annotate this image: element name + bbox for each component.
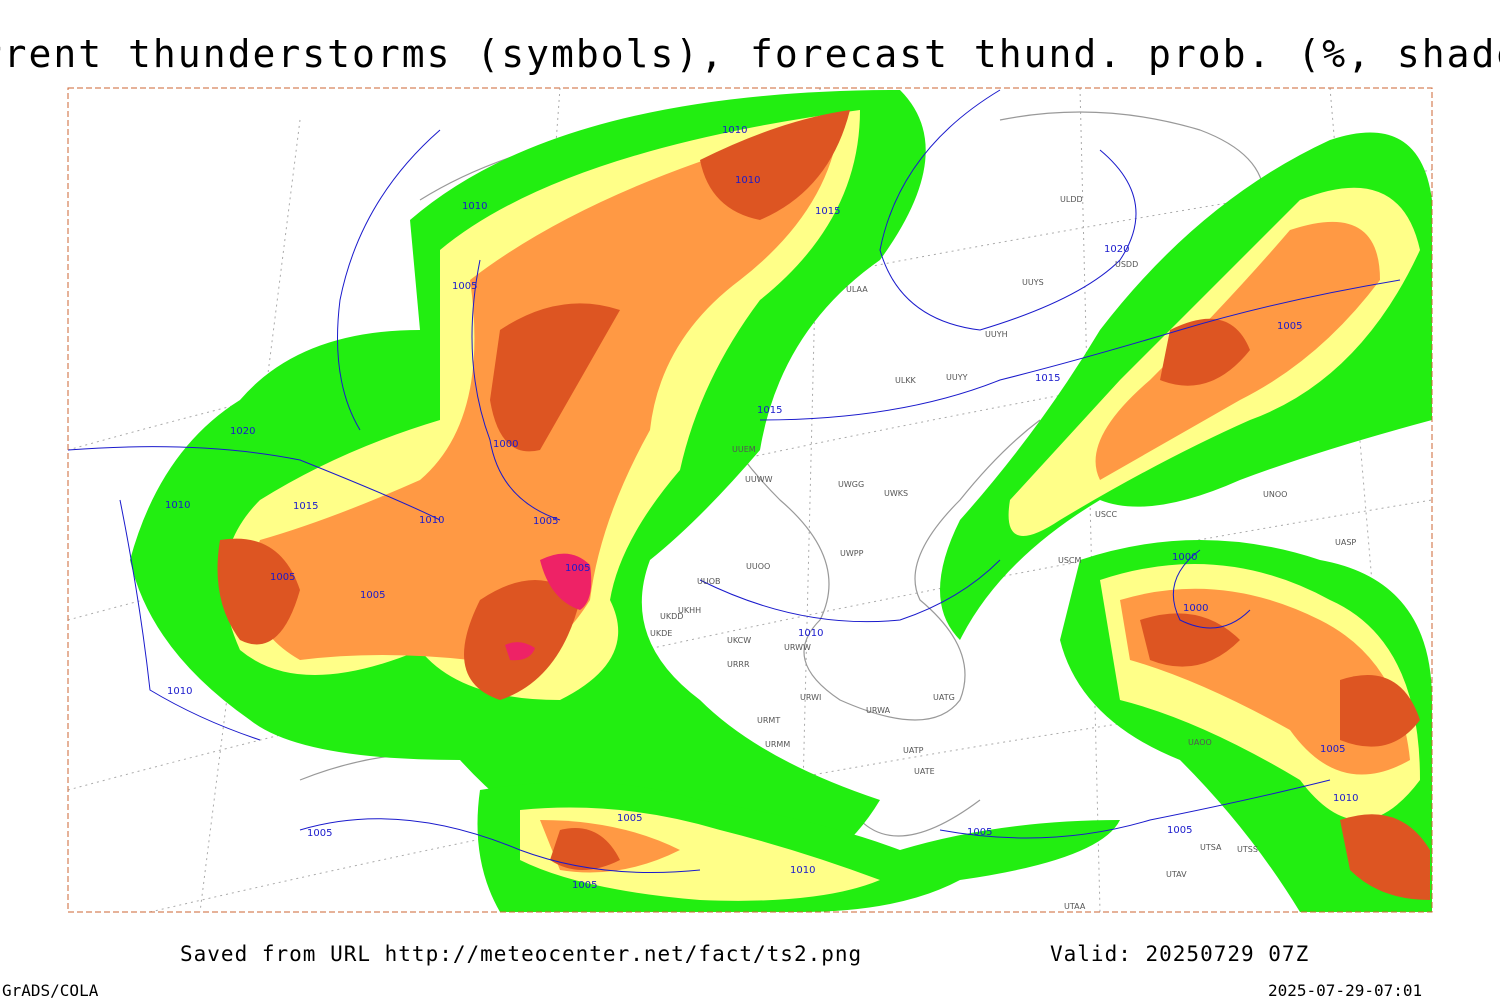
isobar-label: 1010 [167,686,192,697]
station-label: UKDE [650,629,672,638]
station-labels: ULDD UUYS USDD ULAA UUYH ULKK UUYY UUEM UUWW UWGG… [650,195,1356,911]
isobar-label: 1010 [419,515,444,526]
station-label: UWKS [884,489,908,498]
station-label: URRR [727,660,750,669]
isobar-label: 1000 [1172,552,1197,563]
station-label: URMM [765,740,790,749]
title: Current thunderstorms (symbols), forecas… [0,32,1500,76]
station-label: UAOO [1188,738,1212,747]
isobar-label: 1005 [270,572,295,583]
isobar-label: 1005 [307,828,332,839]
isobar-label: 1010 [1333,793,1358,804]
probability-shading [130,90,1432,912]
isobar-label: 1005 [1167,825,1192,836]
isobar-label: 1020 [1104,244,1129,255]
station-label: UUEM [732,445,756,454]
isobar-label: 1005 [1277,321,1302,332]
isobar-label: 1015 [293,501,318,512]
station-label: USCM [1058,556,1082,565]
station-label: URMT [757,716,780,725]
station-label: UWPP [840,549,864,558]
isobar-label: 1005 [360,590,385,601]
isobar-labels: 1010 1010 1010 1015 1005 1020 1000 1005 1005 1010… [165,125,1358,891]
isobar-label: 1010 [722,125,747,136]
isobar-label: 1005 [452,281,477,292]
station-label: ULAA [846,285,868,294]
isobar-label: 1005 [572,880,597,891]
station-label: UNOO [1263,490,1287,499]
isobar-label: 1000 [1183,603,1208,614]
source-url: Saved from URL http://meteocenter.net/fa… [180,942,862,966]
station-label: USDD [1115,260,1138,269]
isobar-label: 1010 [735,175,760,186]
station-label: UUYS [1022,278,1044,287]
station-label: UTSA [1200,843,1222,852]
station-label: UTAV [1166,870,1187,879]
isobar-label: 1005 [617,813,642,824]
isobar-label: 1015 [1035,373,1060,384]
station-label: UATG [933,693,955,702]
station-label: ULDD [1060,195,1083,204]
isobar-label: 1005 [565,563,590,574]
station-label: UUOB [697,577,721,586]
isobar-label: 1010 [798,628,823,639]
station-label: UATP [903,746,924,755]
station-label: UTSS [1237,845,1258,854]
station-label: URWW [784,643,811,652]
station-label: UASP [1335,538,1356,547]
isobar-label: 1005 [533,516,558,527]
station-label: ULKK [895,376,917,385]
station-label: UKHH [678,606,701,615]
station-label: UUYH [985,330,1008,339]
valid-time: Valid: 20250729 07Z [1050,942,1309,966]
isobar-label: 1005 [1320,744,1345,755]
timestamp: 2025-07-29-07:01 [1268,981,1422,1000]
station-label: URWA [866,706,891,715]
station-label: UATE [914,767,935,776]
station-label: UKCW [727,636,751,645]
isobar-label: 1005 [967,827,992,838]
station-label: URWI [800,693,821,702]
station-label: UKDD [660,612,683,621]
isobar-label: 1000 [493,439,518,450]
isobar-label: 1015 [757,405,782,416]
isobar-label: 1010 [790,865,815,876]
station-label: USCC [1095,510,1118,519]
station-label: UUWW [745,475,773,484]
isobar-label: 1020 [230,426,255,437]
station-label: UUYY [946,373,968,382]
station-label: UWGG [838,480,864,489]
isobar-label: 1010 [165,500,190,511]
isobar-label: 1010 [462,201,487,212]
station-label: UTAA [1064,902,1086,911]
station-label: UUOO [746,562,770,571]
map-frame [67,87,1433,913]
software: GrADS/COLA [2,981,99,1000]
isobar-label: 1015 [815,206,840,217]
